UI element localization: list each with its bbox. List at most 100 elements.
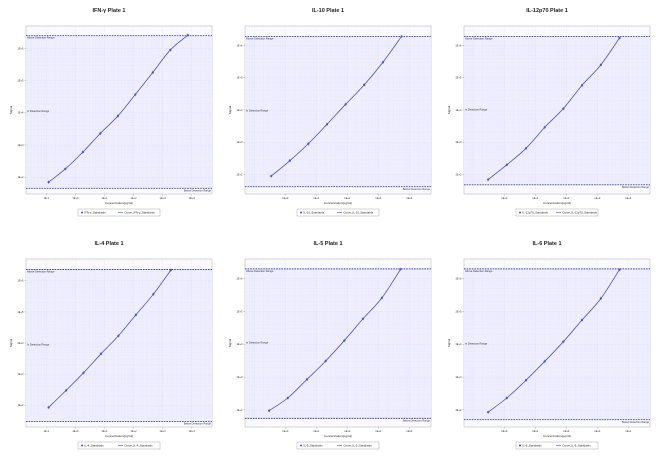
chart-panel: IL-6 Plate 1 1E+0 1E+1 1E+2 1E+3 1E+4 1E+2 1E+3…	[438, 233, 656, 465]
y-tick-label: 1E+5	[17, 310, 24, 314]
data-point	[505, 396, 508, 400]
chart-title: IL-12p70 Plate 1	[526, 8, 568, 14]
lower-limit-label: Below Detection Range	[622, 420, 650, 424]
data-point	[270, 174, 273, 178]
data-point	[82, 371, 85, 374]
in-range-label: In Detection Range	[246, 109, 269, 113]
data-point	[505, 163, 508, 166]
x-tick-label: 1E+3	[594, 196, 601, 200]
x-tick-label: 1E+3	[375, 429, 382, 433]
data-point	[134, 93, 137, 96]
x-tick-label: 1E+0	[501, 429, 508, 433]
in-range-label: In Detection Range	[246, 341, 269, 345]
data-point	[116, 114, 120, 118]
chart-panel: IL-10 Plate 1 1E+0 1E+1 1E+2 1E+3 1E+4 1E+2 1E+…	[219, 0, 437, 232]
x-tick-label: 1E+2	[563, 429, 570, 433]
chart-svg: IL-10 Plate 1 1E+0 1E+1 1E+2 1E+3 1E+4 1E+2 1E+…	[228, 8, 432, 217]
chart-panel: IL-5 Plate 1 1E+0 1E+1 1E+2 1E+3 1E+4 1E+2 1E+3…	[219, 233, 437, 465]
legend-label: Curve_IL-10_Standards	[344, 211, 374, 215]
data-point	[64, 167, 67, 171]
y-tick-label: 1E+4	[236, 108, 243, 112]
data-point	[599, 63, 602, 66]
x-tick-label: 1E+2	[130, 196, 137, 200]
y-tick-label: 1E+4	[236, 342, 243, 346]
y-tick-label: 1E+4	[17, 111, 24, 115]
legend-label: Curve_IL-6_Standards	[563, 444, 592, 448]
y-tick-label: 1E+3	[236, 375, 243, 379]
data-point	[47, 181, 50, 184]
fit-curve	[268, 269, 401, 411]
fit-curve	[270, 36, 402, 177]
y-tick-label: 1E+5	[236, 76, 243, 80]
x-axis-label: Concentration(pg/ml)	[543, 201, 571, 205]
data-point	[99, 352, 103, 355]
x-tick-label: 1E+1	[532, 429, 539, 433]
data-point	[47, 406, 50, 409]
legend-label: IL-6_Standards	[523, 444, 543, 448]
y-tick-label: 1E+6	[455, 43, 462, 47]
x-tick-label: 1E+1	[101, 196, 108, 200]
data-point	[99, 132, 102, 135]
chart-title: IFN-γ Plate 1	[92, 8, 125, 14]
y-tick-label: 1E+2	[236, 172, 243, 176]
in-range-label: In Detection Range	[27, 109, 50, 113]
legend-point-marker	[519, 211, 521, 214]
y-tick-label: 1E+6	[236, 277, 243, 281]
legend-label: Curve_IFN-γ_Standards	[125, 211, 156, 215]
x-tick-label: 1E+3	[594, 429, 601, 433]
data-point	[487, 411, 490, 414]
legend-point-marker	[300, 444, 302, 447]
chart-title: IL-6 Plate 1	[532, 241, 561, 247]
x-tick-label: 1E+0	[282, 196, 289, 200]
data-point	[81, 151, 84, 154]
data-point	[65, 389, 68, 392]
legend-label: IL-12p70_Standards	[523, 211, 549, 215]
legend-label: IL-10_Standards	[304, 211, 325, 215]
y-tick-label: 1E+3	[17, 143, 24, 147]
fit-curve	[487, 269, 620, 413]
x-tick-label: 1E+4	[406, 429, 413, 433]
legend-label: IFN-γ_Standards	[85, 211, 107, 215]
chart-panel: IL-12p70 Plate 1 1E+0 1E+1 1E+2 1E+3 1E+4 1E+2…	[438, 0, 656, 232]
chart-panel: IL-4 Plate 1 1E-1 1E+0 1E+1 1E+2 1E+3 1E+4 1E+2…	[0, 233, 218, 465]
x-tick-label: 1E+0	[282, 429, 289, 433]
data-point	[361, 317, 365, 320]
x-tick-label: 1E+0	[501, 196, 508, 200]
data-point	[288, 159, 291, 162]
y-tick-label: 1E+3	[236, 140, 243, 144]
x-tick-label: 1E+1	[313, 196, 320, 200]
chart-panel: IFN-γ Plate 1 1E-1 1E+0 1E+1 1E+2 1E+3 1E+4 1E+…	[0, 0, 218, 232]
x-axis-label: Concentration(pg/ml)	[324, 434, 352, 438]
legend-point-marker	[300, 211, 302, 214]
data-point	[307, 142, 310, 145]
y-tick-label: 1E+6	[455, 277, 462, 281]
y-tick-label: 1E+6	[236, 43, 243, 47]
y-axis-label: Signal	[228, 338, 232, 347]
data-point	[400, 35, 403, 38]
y-tick-label: 1E+5	[455, 76, 462, 80]
legend-point-marker	[81, 211, 83, 214]
legend-label: Curve_IL-4_Standards	[125, 444, 154, 448]
y-tick-label: 1E+2	[17, 175, 24, 179]
y-tick-label: 1E+4	[455, 342, 462, 346]
data-point	[268, 409, 271, 412]
fit-curve	[487, 37, 620, 180]
data-point	[169, 268, 172, 272]
data-point	[324, 359, 327, 363]
data-point	[562, 340, 565, 343]
x-axis-label: Concentration(pg/ml)	[105, 434, 133, 438]
lower-limit-label: Below Detection Range	[403, 419, 431, 423]
data-point	[580, 84, 584, 87]
x-tick-label: 1E+2	[563, 196, 570, 200]
x-tick-label: 1E-1	[44, 196, 50, 200]
y-tick-label: 1E+6	[17, 46, 24, 50]
y-tick-label: 1E+4	[17, 341, 24, 345]
data-point	[305, 378, 309, 381]
chart-svg: IFN-γ Plate 1 1E-1 1E+0 1E+1 1E+2 1E+3 1E+4 1E+…	[9, 8, 213, 217]
chart-title: IL-4 Plate 1	[94, 241, 123, 247]
data-point	[524, 379, 528, 382]
upper-limit-label: Above Detection Range	[27, 269, 55, 273]
data-point	[286, 396, 289, 400]
x-tick-label: 1E+1	[313, 429, 320, 433]
